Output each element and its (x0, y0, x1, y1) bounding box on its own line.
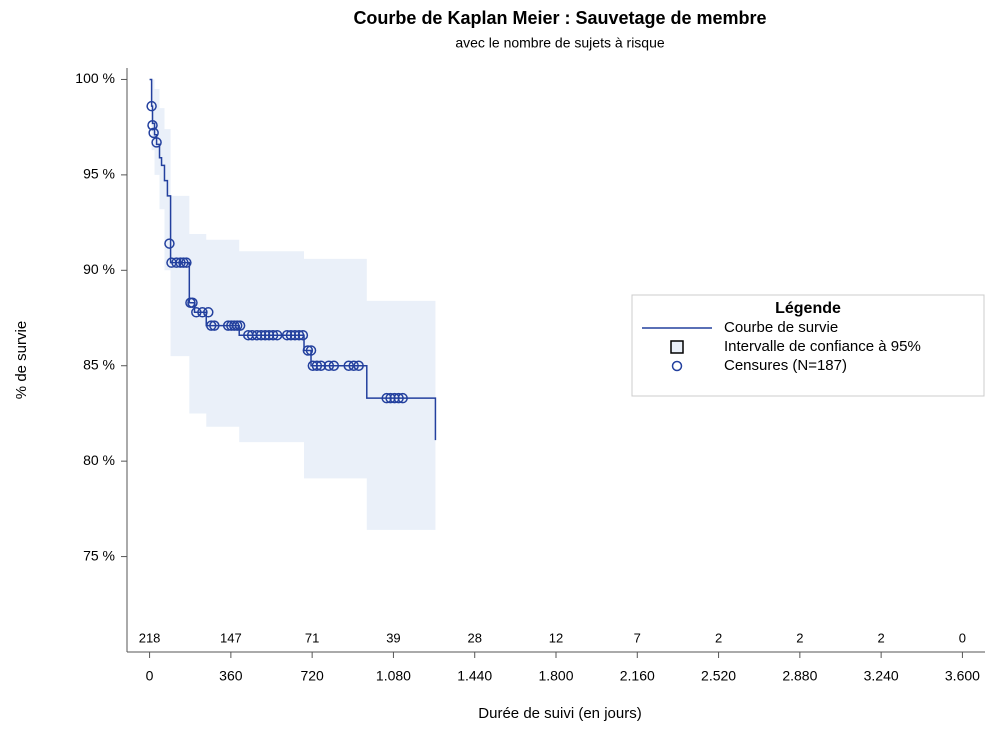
at-risk-count: 12 (549, 630, 563, 645)
y-tick-label: 100 % (75, 70, 115, 86)
at-risk-count: 147 (220, 630, 242, 645)
censored-mark (397, 392, 408, 404)
censored-mark (231, 320, 243, 331)
censored-mark (203, 307, 214, 318)
censored-mark (146, 100, 157, 112)
censored-mark (209, 320, 220, 331)
censored-mark (171, 257, 182, 268)
x-tick-label: 720 (300, 668, 324, 684)
censored-mark (197, 307, 208, 318)
censored-mark (205, 320, 217, 331)
censored-mark (293, 329, 305, 341)
x-tick-label: 1.080 (376, 668, 411, 684)
censored-mark (148, 127, 159, 139)
y-tick-label: 95 % (83, 166, 115, 182)
censored-mark (343, 360, 354, 371)
y-tick-label: 75 % (83, 547, 115, 563)
at-risk-count: 28 (467, 630, 481, 645)
censored-mark (315, 360, 327, 371)
legend-label: Censures (N=187) (724, 357, 847, 374)
x-tick-label: 1.440 (457, 668, 492, 684)
at-risk-count: 2 (878, 630, 885, 645)
x-tick-label: 2.880 (782, 668, 817, 684)
legend-label: Intervalle de confiance à 95% (724, 338, 921, 355)
censored-mark (297, 329, 309, 341)
censored-mark (271, 329, 283, 341)
censored-mark (267, 329, 279, 341)
at-risk-count: 0 (959, 630, 966, 645)
legend-label: Courbe de survie (724, 319, 838, 336)
at-risk-count: 7 (634, 630, 641, 645)
censored-mark (289, 329, 301, 341)
censored-mark (259, 329, 271, 341)
at-risk-count: 39 (386, 630, 400, 645)
censored-mark (175, 257, 186, 268)
y-tick-label: 90 % (83, 261, 115, 277)
censored-mark (389, 392, 400, 404)
y-tick-label: 85 % (83, 356, 115, 372)
at-risk-count: 71 (305, 630, 319, 645)
censored-mark (328, 360, 340, 371)
x-tick-label: 3.240 (864, 668, 899, 684)
legend-square (670, 340, 684, 354)
censored-mark (229, 320, 240, 331)
legend-box (631, 294, 985, 397)
censored-mark (323, 360, 335, 371)
at-risk-count: 218 (139, 630, 161, 645)
x-tick-label: 1.800 (538, 668, 573, 684)
censored-mark (263, 329, 275, 341)
censored-mark (187, 297, 198, 308)
censored-mark (285, 329, 297, 341)
censored-mark (385, 392, 396, 404)
at-risk-count: 2 (715, 630, 722, 645)
confidence-band (149, 79, 436, 530)
x-tick-label: 360 (219, 668, 243, 684)
censored-mark (178, 257, 189, 268)
x-axis-label: Durée de suivi (en jours) (478, 705, 641, 722)
y-axis-label: % de survie (13, 321, 30, 399)
x-tick-label: 0 (146, 668, 154, 684)
chart-subtitle: avec le nombre de sujets à risque (455, 35, 665, 51)
censored-mark (151, 137, 162, 148)
censored-mark (307, 360, 319, 371)
censored-mark (311, 360, 323, 371)
x-tick-label: 2.160 (620, 668, 655, 684)
at-risk-count: 2 (796, 630, 803, 645)
censored-mark (302, 345, 314, 356)
censored-mark (381, 392, 392, 404)
censored-mark (147, 120, 158, 131)
legend-circle (671, 360, 683, 372)
x-tick-label: 2.520 (701, 668, 736, 684)
chart-title: Courbe de Kaplan Meier : Sauvetage de me… (353, 8, 766, 28)
censored-mark (164, 238, 175, 249)
censored-mark (191, 307, 202, 318)
censored-mark (393, 392, 404, 404)
censored-mark (281, 329, 293, 341)
censored-mark (255, 329, 267, 341)
legend-title: Légende (775, 300, 841, 317)
censored-mark (181, 257, 192, 268)
censored-mark (234, 320, 246, 331)
y-tick-label: 80 % (83, 452, 115, 468)
x-tick-label: 3.600 (945, 668, 980, 684)
censored-mark (353, 360, 364, 371)
censored-mark (251, 329, 263, 341)
censored-mark (348, 360, 359, 371)
censored-mark (305, 345, 317, 356)
